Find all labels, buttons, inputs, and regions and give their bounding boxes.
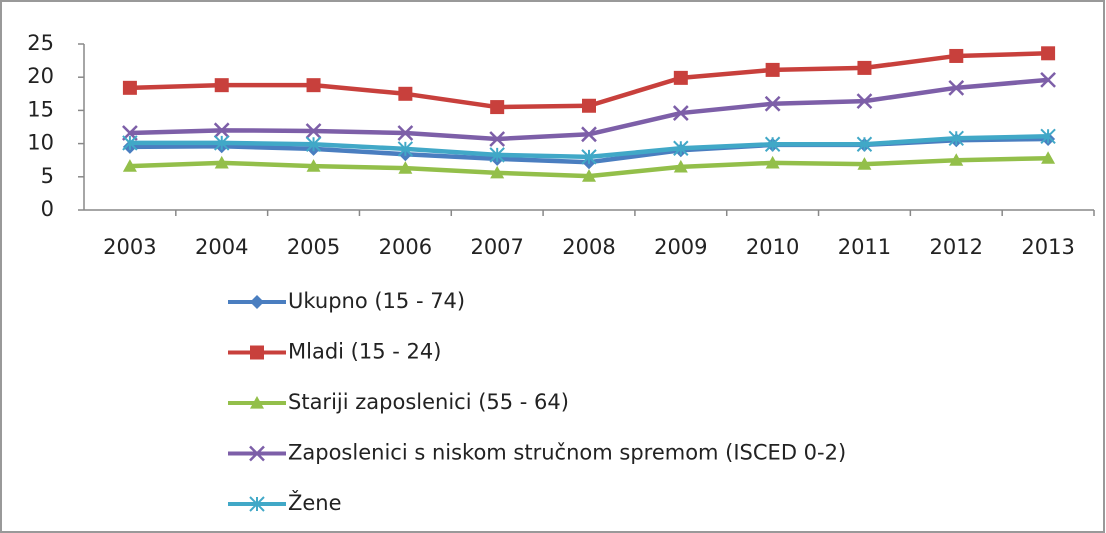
marker [949, 48, 964, 63]
marker [397, 141, 414, 157]
marker [672, 105, 689, 121]
x-tick-label: 2011 [838, 235, 891, 259]
legend-label: Zaposlenici s niskom stručnom spremom (I… [288, 441, 846, 465]
marker [857, 60, 872, 75]
marker [581, 149, 597, 165]
marker [398, 86, 413, 101]
marker [250, 396, 264, 409]
marker [122, 159, 137, 172]
x-tick-label: 2012 [930, 235, 983, 259]
marker [214, 78, 229, 93]
marker [1041, 151, 1056, 164]
marker [765, 62, 780, 77]
x-tick-label: 2003 [103, 235, 156, 259]
marker [856, 136, 873, 152]
x-tick-label: 2005 [287, 235, 340, 259]
marker [490, 100, 505, 115]
x-tick-label: 2007 [470, 235, 523, 259]
marker [581, 126, 597, 143]
x-tick-label: 2004 [195, 235, 248, 259]
marker [764, 95, 781, 112]
marker [398, 161, 413, 174]
marker [948, 79, 965, 96]
y-tick-label: 25 [27, 31, 54, 55]
marker [490, 165, 505, 179]
y-tick-label: 20 [27, 64, 54, 88]
marker [306, 159, 321, 172]
marker [397, 125, 414, 141]
legend-label: Stariji zaposlenici (55 - 64) [288, 390, 569, 414]
marker [765, 155, 780, 169]
x-tick-label: 2013 [1021, 235, 1074, 259]
marker [122, 80, 137, 95]
marker [948, 130, 964, 146]
marker [1040, 71, 1056, 88]
marker [249, 496, 265, 512]
y-tick-label: 0 [41, 197, 54, 221]
y-tick-label: 10 [27, 131, 54, 155]
marker [489, 147, 505, 163]
marker [489, 131, 506, 147]
marker [857, 157, 872, 170]
marker [213, 122, 230, 139]
marker [306, 78, 321, 93]
marker [250, 345, 264, 360]
marker [582, 98, 596, 113]
x-tick-label: 2009 [654, 235, 707, 259]
x-tick-label: 2010 [746, 235, 799, 259]
marker [249, 445, 265, 462]
marker [856, 93, 873, 109]
marker [949, 153, 964, 166]
x-tick-label: 2006 [379, 235, 432, 259]
marker [305, 123, 322, 139]
y-tick-label: 15 [27, 97, 54, 121]
marker [673, 140, 689, 156]
marker [214, 155, 229, 169]
marker [582, 169, 596, 182]
marker [673, 159, 688, 173]
legend-label: Žene [288, 490, 342, 515]
marker [1040, 128, 1056, 145]
marker [1041, 46, 1056, 61]
marker [764, 136, 781, 152]
marker [214, 135, 230, 151]
y-tick-label: 5 [41, 164, 54, 188]
marker [122, 135, 138, 151]
marker [305, 136, 322, 152]
marker [673, 70, 688, 85]
legend-label: Mladi (15 - 24) [288, 340, 441, 364]
legend-label: Ukupno (15 - 74) [288, 289, 465, 313]
marker [250, 295, 264, 309]
x-tick-label: 2008 [562, 235, 615, 259]
